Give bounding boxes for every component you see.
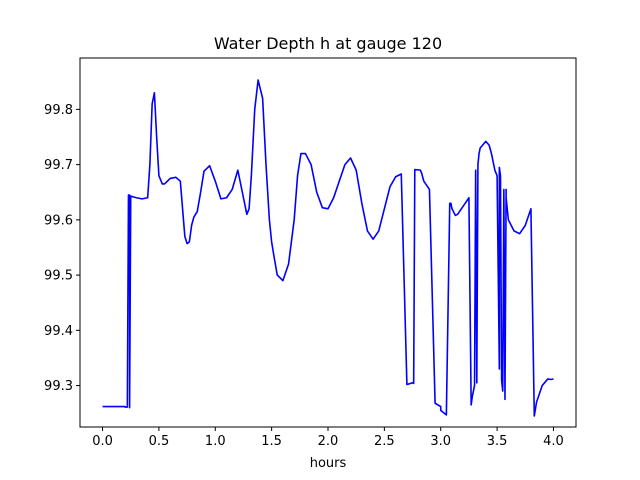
y-tick-label: 99.8 bbox=[44, 103, 73, 118]
y-tick-label: 99.5 bbox=[44, 269, 73, 284]
x-tick-label: 2.0 bbox=[318, 434, 339, 449]
plot-area bbox=[102, 79, 554, 417]
y-tick-label: 99.3 bbox=[44, 379, 73, 394]
x-tick-label: 1.0 bbox=[205, 434, 226, 449]
x-axis-title: hours bbox=[310, 456, 347, 471]
y-tick-label: 99.6 bbox=[44, 213, 73, 228]
y-tick-label: 99.4 bbox=[44, 324, 73, 339]
y-tick-label: 99.7 bbox=[44, 158, 73, 173]
x-axis: 0.0 0.5 1.0 1.5 2.0 2.5 3.0 3.5 4.0 bbox=[92, 427, 564, 449]
y-axis: 99.3 99.4 99.5 99.6 99.7 99.8 bbox=[44, 103, 80, 394]
x-tick-label: 4.0 bbox=[543, 434, 564, 449]
x-tick-label: 0.5 bbox=[149, 434, 170, 449]
chart-title: Water Depth h at gauge 120 bbox=[214, 34, 442, 53]
x-tick-label: 0.0 bbox=[92, 434, 113, 449]
x-tick-label: 3.5 bbox=[487, 434, 508, 449]
x-tick-label: 2.5 bbox=[374, 434, 395, 449]
data-series-line bbox=[102, 79, 554, 417]
x-tick-label: 1.5 bbox=[261, 434, 282, 449]
x-tick-label: 3.0 bbox=[430, 434, 451, 449]
